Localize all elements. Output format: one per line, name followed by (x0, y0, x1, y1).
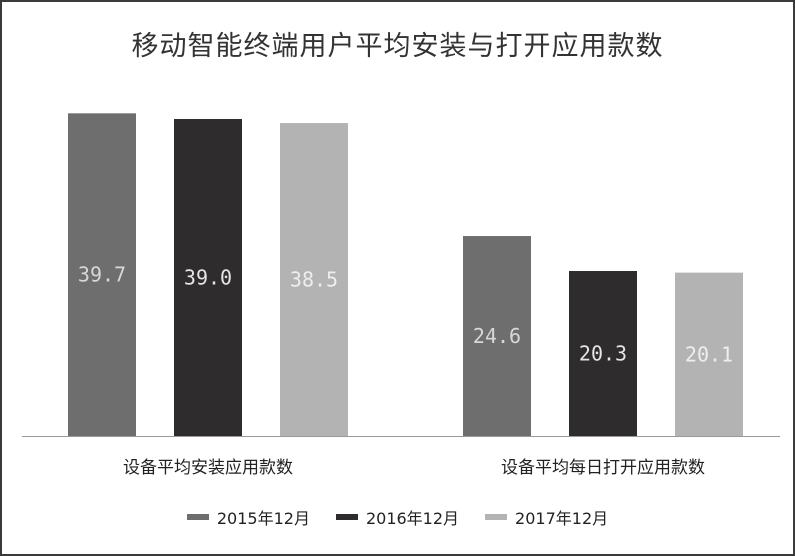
legend: 2015年12月 2016年12月 2017年12月 (2, 505, 793, 529)
bar (68, 113, 136, 436)
x-tick-label: 设备平均安装应用款数 (123, 458, 293, 478)
bar (174, 119, 242, 436)
legend-label: 2016年12月 (365, 509, 460, 528)
legend-swatch (335, 514, 358, 520)
legend-item: 2016年12月 (335, 505, 460, 529)
data-label: 20.1 (685, 342, 733, 366)
x-tick-label: 设备平均每日打开应用款数 (501, 458, 705, 478)
bar (675, 272, 743, 436)
bar (463, 236, 531, 436)
bar (280, 123, 348, 436)
bar (569, 271, 637, 436)
data-label: 20.3 (579, 342, 627, 366)
data-label: 38.5 (290, 268, 338, 292)
data-label: 24.6 (473, 324, 521, 348)
legend-label: 2015年12月 (216, 509, 310, 528)
data-label: 39.7 (78, 263, 126, 287)
legend-item: 2015年12月 (186, 505, 310, 529)
legend-swatch (485, 514, 508, 520)
legend-label: 2017年12月 (515, 509, 609, 528)
data-label: 39.0 (184, 266, 232, 290)
legend-swatch (186, 514, 209, 520)
legend-item: 2017年12月 (485, 505, 608, 529)
chart-title: 移动智能终端用户平均安装与打开应用款数 (131, 31, 664, 62)
